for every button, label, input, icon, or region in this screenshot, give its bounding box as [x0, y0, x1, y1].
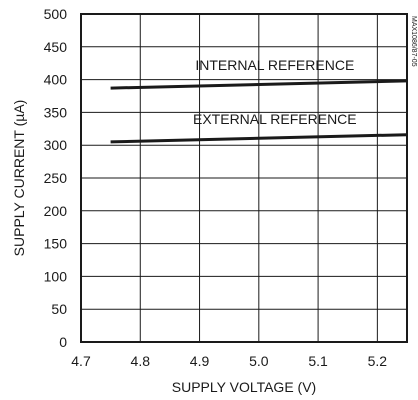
y-tick-label: 50 — [51, 301, 67, 317]
series-label-internal-reference: INTERNAL REFERENCE — [195, 57, 354, 73]
series-line-internal-reference — [110, 79, 408, 90]
series-line-external-reference — [110, 133, 408, 144]
x-tick-label: 5.0 — [249, 353, 269, 369]
plot-frame — [80, 13, 408, 343]
y-tick-label: 400 — [44, 72, 68, 88]
y-tick-label: 200 — [44, 203, 68, 219]
y-tick-label: 0 — [59, 334, 67, 350]
y-axis-title: SUPPLY CURRENT (µA) — [11, 100, 27, 257]
x-tick-label: 5.2 — [368, 353, 388, 369]
series-label-external-reference: EXTERNAL REFERENCE — [193, 111, 357, 127]
x-tick-label: 5.1 — [308, 353, 328, 369]
figure-code: MAX1086/87-05 — [410, 16, 417, 67]
series-labels: INTERNAL REFERENCE EXTERNAL REFERENCE — [193, 57, 357, 127]
x-tick-label: 4.7 — [71, 353, 91, 369]
x-tick-labels: 4.7 4.8 4.9 5.0 5.1 5.2 — [71, 353, 387, 369]
y-tick-labels: 0 50 100 150 200 250 300 350 400 450 500 — [44, 6, 68, 350]
x-tick-label: 4.9 — [190, 353, 210, 369]
y-tick-label: 450 — [44, 39, 68, 55]
y-tick-label: 350 — [44, 104, 68, 120]
y-tick-label: 100 — [44, 268, 68, 284]
y-tick-label: 500 — [44, 6, 68, 22]
y-tick-label: 150 — [44, 236, 68, 252]
x-tick-label: 4.8 — [131, 353, 151, 369]
x-axis-title: SUPPLY VOLTAGE (V) — [172, 379, 316, 395]
y-tick-label: 300 — [44, 137, 68, 153]
y-tick-label: 250 — [44, 170, 68, 186]
series-lines — [110, 79, 408, 144]
